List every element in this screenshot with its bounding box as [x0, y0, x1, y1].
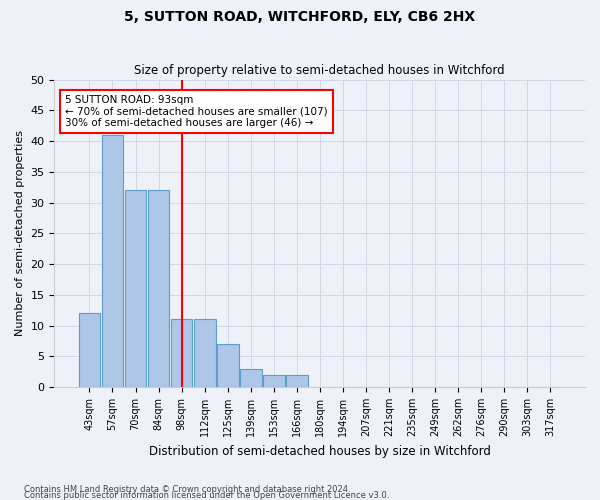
Bar [217, 344, 239, 387]
Bar [263, 375, 284, 387]
Bar [101, 135, 124, 387]
Text: Contains HM Land Registry data © Crown copyright and database right 2024.: Contains HM Land Registry data © Crown c… [24, 484, 350, 494]
X-axis label: Distribution of semi-detached houses by size in Witchford: Distribution of semi-detached houses by … [149, 444, 491, 458]
Bar [194, 320, 215, 387]
Text: 5 SUTTON ROAD: 93sqm
← 70% of semi-detached houses are smaller (107)
30% of semi: 5 SUTTON ROAD: 93sqm ← 70% of semi-detac… [65, 95, 328, 128]
Text: 5, SUTTON ROAD, WITCHFORD, ELY, CB6 2HX: 5, SUTTON ROAD, WITCHFORD, ELY, CB6 2HX [124, 10, 476, 24]
Title: Size of property relative to semi-detached houses in Witchford: Size of property relative to semi-detach… [134, 64, 505, 77]
Text: Contains public sector information licensed under the Open Government Licence v3: Contains public sector information licen… [24, 490, 389, 500]
Bar [286, 375, 308, 387]
Bar [125, 190, 146, 387]
Y-axis label: Number of semi-detached properties: Number of semi-detached properties [15, 130, 25, 336]
Bar [148, 190, 169, 387]
Bar [239, 368, 262, 387]
Bar [170, 320, 193, 387]
Bar [79, 314, 100, 387]
